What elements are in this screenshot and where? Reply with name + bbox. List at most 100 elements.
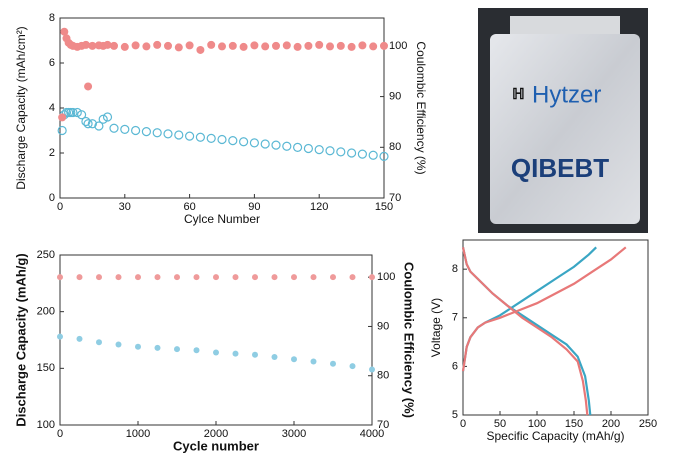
data-point: [98, 114, 108, 124]
data-point: [310, 274, 317, 281]
data-point: [153, 40, 162, 49]
data-point: [185, 131, 195, 141]
x-tick-label: 200: [602, 418, 620, 430]
y2-tick-label: 70: [389, 192, 401, 204]
data-point: [325, 146, 335, 156]
data-point: [293, 42, 302, 51]
data-point: [330, 274, 336, 281]
chart: 0 1000 2000 3000 4000 100 150 200 250 70 80 90 100 Cy…: [13, 249, 416, 453]
data-point: [131, 41, 140, 50]
y-tick-label: 4: [49, 102, 55, 114]
data-point: [76, 110, 87, 120]
data-point: [94, 121, 104, 131]
data-point: [252, 351, 258, 358]
data-point: [96, 339, 102, 346]
data-point: [213, 349, 219, 356]
data-point: [115, 341, 122, 348]
x-tick-label: 0: [57, 201, 63, 213]
data-point: [81, 116, 91, 127]
data-point: [303, 143, 313, 154]
y-tick-label: 6: [452, 360, 458, 372]
data-point: [131, 125, 141, 136]
battery-photo: ℍ Hytzer QIBEBT: [478, 8, 648, 233]
y2-tick-label: 100: [389, 40, 407, 52]
y2-tick-label: 90: [389, 90, 401, 102]
y-tick-label: 8: [49, 12, 55, 24]
data-point: [88, 41, 97, 50]
battery-pouch: [490, 34, 640, 224]
data-point: [58, 113, 67, 122]
data-point: [60, 27, 69, 36]
chart: 0 30 60 90 120 150 0 2 4 6 8 70 80 90 100 Cylce Number D…: [14, 12, 428, 226]
plot-frame: [462, 239, 649, 416]
data-point: [102, 112, 113, 122]
brand-text: Hytzer: [532, 81, 601, 108]
data-point: [195, 132, 205, 142]
data-point: [217, 134, 227, 145]
data-point: [76, 335, 83, 342]
x-tick-label: 50: [494, 418, 506, 430]
data-point: [135, 274, 141, 281]
data-point: [174, 274, 180, 281]
data-line: [461, 247, 589, 416]
data-point: [193, 347, 200, 354]
data-point: [81, 40, 90, 49]
data-point: [369, 42, 378, 51]
logo-text: QIBEBT: [511, 153, 609, 183]
x-tick-label: 100: [528, 418, 546, 430]
data-point: [260, 139, 270, 149]
y2-tick-label: 80: [377, 370, 389, 382]
data-point: [163, 129, 173, 139]
data-point: [249, 138, 259, 148]
data-point: [271, 274, 278, 281]
data-point: [252, 274, 258, 281]
data-point: [72, 107, 82, 118]
data-point: [314, 145, 324, 155]
data-point: [207, 40, 216, 49]
data-point: [164, 41, 172, 50]
data-point: [232, 350, 239, 357]
data-point: [369, 274, 375, 281]
data-line: [461, 247, 592, 416]
data-point: [228, 41, 237, 50]
y-tick-label: 7: [452, 312, 458, 324]
x-axis-title: Cylce Number: [184, 212, 260, 226]
data-point: [271, 140, 281, 150]
data-point: [57, 125, 67, 136]
data-point: [261, 42, 270, 51]
x-tick-label: 90: [248, 201, 260, 213]
data-point: [174, 346, 180, 353]
data-point: [154, 344, 161, 351]
battery-tab: [510, 16, 620, 38]
data-point: [291, 356, 297, 363]
data-point: [152, 128, 162, 138]
data-point: [206, 133, 216, 143]
y-tick-label: 100: [37, 419, 55, 431]
y2-tick-label: 90: [377, 320, 389, 332]
x-tick-label: 30: [119, 201, 131, 213]
data-point: [103, 40, 112, 49]
data-point: [87, 119, 98, 129]
data-point: [228, 136, 238, 146]
data-point: [68, 107, 78, 118]
data-point: [336, 41, 345, 50]
data-point: [271, 354, 278, 360]
data-point: [84, 82, 93, 91]
data-point: [358, 41, 367, 50]
data-point: [326, 42, 334, 51]
data-point: [57, 274, 63, 281]
data-point: [239, 42, 248, 51]
x-axis-title: Specific Capacity (mAh/g): [486, 429, 624, 443]
x-tick-label: 1000: [126, 428, 150, 440]
x-tick-label: 120: [310, 201, 328, 213]
data-point: [120, 124, 130, 134]
data-point: [115, 274, 122, 281]
data-point: [293, 142, 303, 152]
y-axis-title: Discharge Capacity (mAh/g): [13, 253, 28, 426]
y2-tick-label: 100: [377, 271, 395, 283]
brand-icon: ℍ: [512, 86, 525, 103]
data-point: [174, 130, 184, 140]
y-tick-label: 200: [37, 306, 55, 318]
data-point: [193, 274, 200, 281]
x-tick-label: 250: [639, 418, 657, 430]
